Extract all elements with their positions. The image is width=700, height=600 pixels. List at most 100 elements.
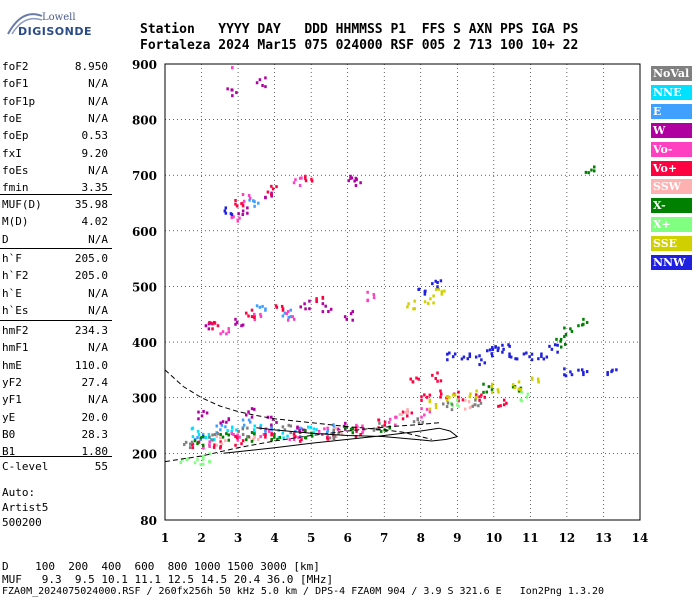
- data-point: [219, 421, 222, 425]
- data-point: [474, 398, 477, 402]
- data-point: [286, 434, 289, 438]
- data-point: [221, 330, 225, 334]
- data-point: [443, 289, 446, 293]
- footer-muf-row: MUF 9.3 9.5 10.1 11.1 12.5 14.5 20.4 36.…: [2, 573, 334, 586]
- data-point: [261, 84, 264, 88]
- data-point: [208, 460, 211, 464]
- parameter-name: C-level: [2, 460, 49, 473]
- parameter-row: foF1p N/A: [2, 95, 108, 109]
- data-point: [354, 426, 358, 430]
- data-point: [436, 371, 439, 375]
- data-point: [241, 209, 245, 213]
- data-point: [429, 297, 432, 301]
- data-point: [457, 399, 460, 403]
- x-tick-label: 7: [380, 531, 388, 545]
- data-point: [606, 373, 609, 377]
- data-point: [253, 424, 257, 428]
- data-point: [345, 425, 348, 429]
- data-point: [241, 439, 245, 443]
- data-point: [219, 433, 222, 437]
- data-point: [258, 78, 262, 82]
- data-point: [250, 439, 254, 443]
- parameter-separator: [0, 456, 112, 457]
- data-point: [298, 439, 302, 443]
- parameter-value: N/A: [88, 341, 108, 355]
- data-point: [486, 349, 489, 353]
- data-point: [515, 357, 519, 361]
- data-point: [300, 176, 303, 180]
- x-tick-label: 8: [417, 531, 425, 545]
- data-point: [455, 398, 459, 402]
- data-point: [225, 432, 228, 436]
- data-point: [185, 458, 189, 462]
- data-point: [264, 307, 267, 311]
- legend-item: Vo-: [651, 141, 692, 157]
- data-point: [413, 299, 416, 303]
- data-point: [255, 304, 259, 308]
- data-point: [436, 285, 439, 289]
- data-point: [537, 357, 540, 361]
- data-point: [208, 452, 211, 456]
- parameter-name: B0: [2, 427, 16, 441]
- data-point: [312, 427, 316, 431]
- data-point: [488, 348, 492, 352]
- data-point: [446, 395, 449, 399]
- data-point: [224, 425, 227, 429]
- data-point: [451, 393, 455, 397]
- data-point: [468, 352, 472, 356]
- parameter-value: 35.98: [74, 198, 108, 211]
- data-point: [294, 178, 297, 182]
- y-tick-label: 600: [132, 225, 157, 239]
- data-point: [479, 401, 483, 405]
- data-point: [211, 327, 214, 331]
- data-point: [310, 177, 313, 181]
- parameter-value: N/A: [88, 111, 108, 125]
- data-point: [509, 355, 513, 359]
- data-point: [406, 414, 409, 418]
- data-point: [580, 323, 584, 327]
- data-point: [540, 355, 543, 359]
- y-tick-label: 200: [132, 447, 157, 461]
- parameter-row: MUF(D) 35.98: [2, 198, 108, 212]
- data-point: [351, 427, 354, 431]
- data-point: [439, 379, 443, 383]
- parameter-name: D: [2, 232, 9, 246]
- parameter-name: MUF(D): [2, 198, 42, 211]
- data-point: [292, 317, 296, 321]
- data-point: [285, 312, 289, 316]
- data-point: [219, 436, 222, 440]
- data-point: [412, 420, 416, 424]
- data-point: [264, 433, 267, 437]
- data-point: [225, 420, 228, 424]
- data-point: [361, 431, 364, 435]
- data-point: [372, 428, 376, 432]
- data-point: [354, 435, 358, 439]
- data-point: [514, 357, 517, 361]
- data-point: [213, 443, 216, 447]
- data-point: [181, 458, 184, 462]
- data-point: [213, 433, 217, 437]
- data-point: [400, 412, 403, 416]
- data-point: [336, 427, 340, 431]
- data-point: [401, 410, 405, 414]
- data-point: [434, 279, 437, 283]
- data-point: [417, 421, 421, 425]
- data-point: [231, 426, 234, 430]
- data-point: [366, 290, 369, 294]
- data-point: [241, 193, 245, 197]
- data-point: [246, 206, 249, 210]
- y-tick-label: 800: [132, 114, 157, 128]
- parameter-row: h`Es N/A: [2, 304, 108, 318]
- data-point: [287, 423, 290, 427]
- data-point: [329, 307, 333, 311]
- data-point: [349, 176, 352, 180]
- footer-file-row: FZA0M_2024075024000.RSF / 260fx256h 50 k…: [2, 586, 605, 597]
- data-point: [432, 301, 435, 305]
- data-point: [406, 410, 409, 414]
- data-point: [351, 318, 354, 322]
- parameter-name: foF1: [2, 77, 29, 91]
- x-tick-label: 14: [632, 531, 649, 545]
- data-point: [585, 370, 589, 374]
- data-point: [415, 376, 418, 380]
- data-point: [580, 368, 584, 372]
